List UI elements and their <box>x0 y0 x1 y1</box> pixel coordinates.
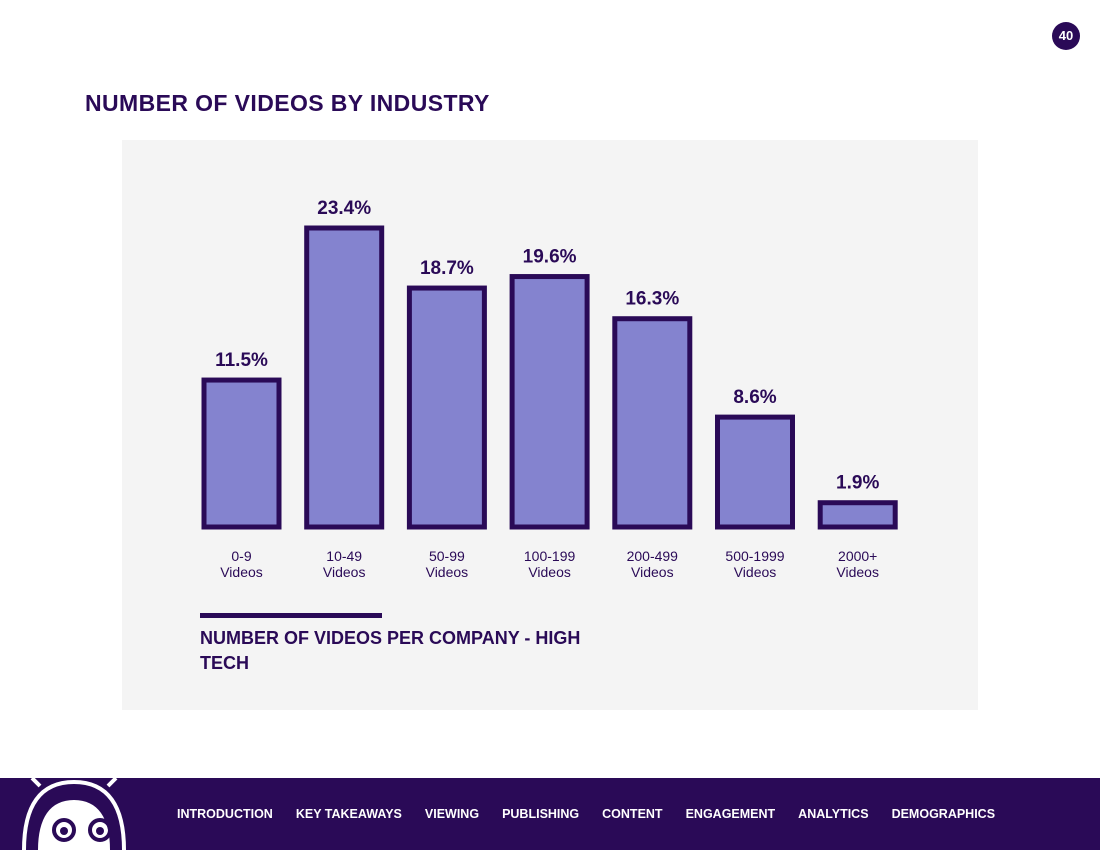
bar-value-label: 16.3% <box>625 289 679 310</box>
bar-value-label: 19.6% <box>523 247 577 268</box>
bar <box>715 414 795 530</box>
nav-key-takeaways[interactable]: KEY TAKEAWAYS <box>295 807 402 821</box>
x-tick-label: 100-199 <box>524 548 576 564</box>
x-tick-label: Videos <box>631 564 674 580</box>
bar <box>201 377 282 530</box>
robot-mascot-icon <box>22 778 126 850</box>
nav-analytics[interactable]: ANALYTICS <box>798 807 869 821</box>
x-tick-label: Videos <box>426 564 469 580</box>
x-tick-label: Videos <box>528 564 571 580</box>
footer-nav: INTRODUCTION KEY TAKEAWAYS VIEWING PUBLI… <box>177 778 1018 850</box>
x-tick-label: 200-499 <box>627 548 679 564</box>
page-title: NUMBER OF VIDEOS BY INDUSTRY <box>85 90 490 116</box>
x-tick-label: Videos <box>323 564 366 580</box>
bar-value-label: 18.7% <box>420 258 474 279</box>
caption-rule <box>200 613 382 618</box>
x-tick-label: 2000+ <box>838 548 877 564</box>
nav-viewing[interactable]: VIEWING <box>424 807 480 821</box>
nav-engagement[interactable]: ENGAGEMENT <box>685 807 776 821</box>
bar <box>817 500 898 530</box>
footer-bar: INTRODUCTION KEY TAKEAWAYS VIEWING PUBLI… <box>0 778 1100 850</box>
chart-panel: 11.5% 0-9 Videos 23.4% 10-49 Videos 18.7% 50-99… <box>122 140 978 710</box>
x-tick-label: Videos <box>220 564 263 580</box>
nav-demographics[interactable]: DEMOGRAPHICS <box>891 807 996 821</box>
bar-value-label: 11.5% <box>215 350 268 371</box>
nav-introduction[interactable]: INTRODUCTION <box>177 807 273 821</box>
bar-chart: 11.5%0-9Videos23.4%10-49Videos18.7%50-99… <box>201 198 898 580</box>
x-tick-label: Videos <box>836 564 879 580</box>
x-tick-label: Videos <box>734 564 777 580</box>
x-tick-label: 50-99 <box>429 548 465 564</box>
bar <box>406 285 487 530</box>
bar <box>304 225 385 530</box>
x-tick-label: 500-1999 <box>725 548 784 564</box>
bar <box>509 274 590 530</box>
page-number-badge: 40 <box>1052 22 1080 50</box>
bar-value-label: 23.4% <box>317 198 371 219</box>
chart-caption: NUMBER OF VIDEOS PER COMPANY - HIGH TECH <box>200 628 581 673</box>
x-tick-label: 10-49 <box>326 548 362 564</box>
bar-value-label: 1.9% <box>836 473 879 494</box>
nav-content[interactable]: CONTENT <box>602 807 663 821</box>
bar-value-label: 8.6% <box>733 387 776 408</box>
nav-publishing[interactable]: PUBLISHING <box>502 807 580 821</box>
x-tick-label: 0-9 <box>231 548 251 564</box>
bar <box>612 316 693 530</box>
